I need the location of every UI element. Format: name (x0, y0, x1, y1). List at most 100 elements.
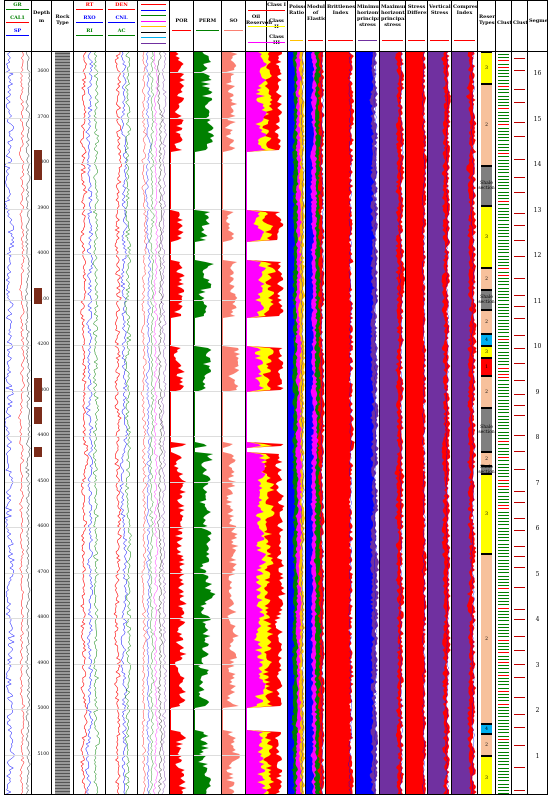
cluster-mark (498, 351, 509, 353)
cluster-mark (498, 722, 509, 724)
cluster-mark (498, 502, 509, 503)
depth-gridline (4, 754, 31, 756)
depth-gridline (106, 390, 137, 392)
depth-gridline (4, 709, 31, 710)
maxhs-label-label: Maximum horizontal principal stress (381, 4, 406, 28)
depth-gridline (222, 299, 245, 301)
den-body (106, 52, 137, 795)
cluster-mark (498, 319, 509, 321)
clustering-mark (514, 555, 525, 557)
track-depth: Depth m 3600 3700 3800 3900 4000 4100 4200 4300 44… (32, 0, 52, 795)
so-label-label: SO (229, 18, 238, 24)
cluster-mark (498, 630, 509, 631)
compress-header: Compressibility Index (452, 0, 477, 52)
cluster-mark (498, 76, 509, 78)
depth-gridline (74, 163, 105, 164)
cluster-mark (498, 447, 509, 449)
header-scale-line (141, 26, 166, 27)
oilres-body (246, 52, 287, 795)
cluster-mark (498, 297, 509, 299)
cluster-mark (498, 198, 509, 199)
cluster-mark (498, 284, 509, 286)
cluster-mark (498, 466, 509, 468)
cluster-mark (498, 137, 509, 139)
depth-gridline (4, 436, 31, 437)
cluster-mark (498, 214, 509, 215)
depth-gridline (222, 572, 245, 574)
oilres-class2-label: Class II (269, 18, 284, 30)
depth-gridline (4, 527, 31, 528)
depth-gridline (138, 709, 169, 710)
oilres-class1-label: Class I (267, 2, 286, 8)
cluster-mark (498, 265, 509, 267)
cluster-mark (498, 82, 509, 84)
cluster-mark (498, 380, 509, 382)
cluster-mark (498, 767, 509, 769)
poisson-fill (288, 52, 296, 795)
depth-gridline (222, 618, 245, 619)
log-curve-canvas (246, 52, 286, 795)
depth-tick-label: 4500 (37, 478, 49, 484)
poisson-header: Poisson's Ratio (288, 0, 305, 52)
maxhs-curve (398, 52, 404, 795)
reservoir-type-block: 2 (481, 734, 492, 756)
clustering-mark (514, 530, 525, 532)
clustering-mark (514, 517, 525, 519)
cluster-mark (498, 153, 509, 155)
restype-label-label: Reservoir Types (479, 14, 495, 26)
brittle-label-label: Brittleness Index (327, 4, 356, 16)
cluster-mark (498, 729, 509, 731)
cluster-mark (498, 438, 509, 439)
clustering-mark (514, 664, 525, 666)
cluster-mark (498, 95, 509, 97)
depth-gridline (4, 345, 31, 346)
segment-number: 15 (533, 115, 542, 123)
track-so: SO (222, 0, 246, 795)
clustering-mark (514, 713, 525, 715)
perm-label-label: PERM (198, 18, 217, 24)
so-fill (222, 52, 241, 795)
clustering-header: Clustering (512, 0, 527, 52)
segment-number: 7 (535, 479, 540, 487)
segment-header: Segmentation (528, 0, 547, 52)
cluster-mark (498, 204, 509, 206)
cluster-mark (498, 777, 509, 779)
segment-number: 4 (535, 616, 540, 623)
track-rt: RT RXO RI (74, 0, 106, 795)
den-sub2-label: AC (117, 28, 126, 34)
depth-label-label: Depth (33, 10, 50, 16)
ac-curve (124, 52, 132, 794)
track-perm: PERM (194, 0, 222, 795)
cluster-mark (498, 278, 509, 279)
cluster-mark (498, 684, 509, 686)
cluster-mark (498, 575, 509, 577)
track-curves (138, 0, 170, 795)
depth-gridline (222, 345, 245, 346)
cluster-mark (498, 598, 509, 599)
cluster-mark (498, 386, 509, 388)
header-scale-line (76, 35, 103, 36)
rock-header: Rock Type (52, 0, 73, 52)
clustering-mark (514, 451, 525, 453)
depth-gridline (138, 618, 169, 619)
segment-label-label: Segmentation (529, 18, 548, 24)
cluster-mark (498, 620, 509, 622)
header-scale-line (76, 9, 103, 10)
poisson-curve (300, 52, 305, 795)
clustering-mark (514, 767, 525, 769)
poisson-label-label: Poisson's Ratio (289, 4, 305, 16)
clustering-mark (514, 726, 525, 728)
depth-gridline (170, 754, 193, 756)
clustering-mark (514, 306, 525, 308)
header-scale-line (358, 40, 377, 41)
segment-number: 9 (535, 388, 540, 396)
segment-number: 2 (535, 707, 540, 714)
cluster-mark (498, 511, 509, 513)
depth-gridline (106, 163, 137, 164)
cluster-mark (498, 623, 509, 625)
cluster-mark (498, 540, 509, 542)
depth-gridline (194, 618, 221, 619)
depth-gridline (194, 163, 221, 164)
cluster-mark (498, 150, 509, 151)
depth-gridline (106, 436, 137, 437)
